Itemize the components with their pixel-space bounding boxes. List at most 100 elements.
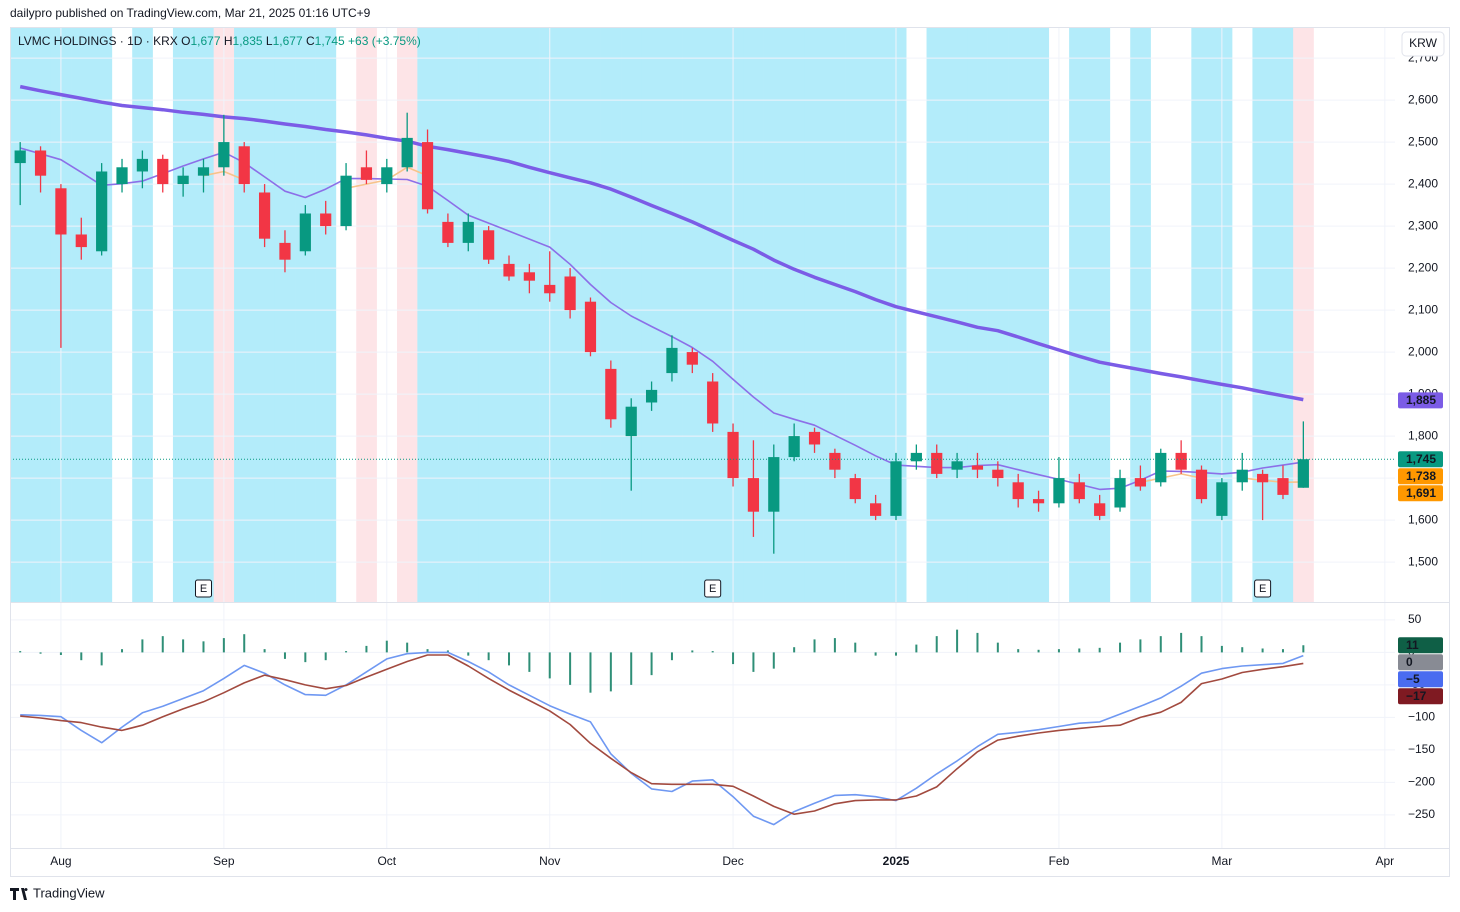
legend-key: H — [224, 34, 233, 48]
y-tick-label: 2,400 — [1408, 176, 1438, 190]
legend-key: C — [306, 34, 315, 48]
histogram-bar — [80, 652, 83, 661]
y-tick-label: 2,200 — [1408, 260, 1438, 274]
x-tick-label: Oct — [377, 854, 396, 868]
histogram-bar — [1057, 649, 1060, 653]
candle-body — [645, 389, 658, 403]
candle-body — [1094, 503, 1106, 516]
price-badge-label: 1,745 — [1406, 452, 1436, 466]
y-tick-label: −100 — [1408, 710, 1435, 724]
candle-body — [768, 457, 780, 512]
histogram-bar — [1200, 636, 1203, 653]
moving-average — [19, 84, 1304, 402]
session-band — [234, 27, 255, 602]
legend-key: L — [266, 34, 273, 48]
macd-line — [20, 654, 1304, 815]
histogram-bar — [813, 639, 816, 653]
candle-body — [340, 175, 352, 227]
y-tick-label: −200 — [1408, 775, 1435, 789]
histogram-bar — [1017, 649, 1020, 653]
candle-body — [197, 167, 210, 176]
histogram-bar — [487, 652, 490, 661]
histogram-bar — [182, 639, 185, 653]
histogram-bar — [1037, 649, 1040, 653]
legend-key: O — [181, 34, 190, 48]
session-band — [30, 27, 52, 602]
y-tick-label: 1,800 — [1408, 428, 1438, 442]
session-band — [274, 27, 296, 602]
candle-body — [177, 175, 189, 185]
candle-body — [258, 192, 271, 239]
session-band — [661, 27, 683, 602]
histogram-bar — [1119, 642, 1122, 653]
candle-body — [14, 150, 26, 164]
y-tick-label: 50 — [1408, 612, 1422, 626]
session-band — [967, 27, 988, 602]
x-tick-label: Dec — [722, 854, 743, 868]
histogram-bar — [222, 638, 225, 653]
macd-line — [20, 651, 1304, 826]
histogram-bar — [508, 652, 511, 666]
price-badge-label: 1,691 — [1406, 486, 1436, 500]
histogram-bar — [467, 652, 470, 656]
currency-button-frame[interactable] — [1401, 31, 1445, 57]
x-tick-label: 2025 — [883, 854, 910, 868]
candle-body — [1297, 459, 1309, 488]
session-band — [132, 27, 153, 602]
histogram-bar — [243, 634, 246, 653]
candle-body — [910, 452, 922, 462]
earnings-marker — [1254, 579, 1272, 598]
histogram-bar — [691, 650, 694, 653]
histogram-bar — [1159, 636, 1162, 653]
candle-body — [1195, 469, 1208, 500]
candle-body — [686, 352, 698, 365]
candle-body — [564, 276, 576, 311]
histogram-bar — [630, 652, 633, 685]
earnings-marker — [194, 579, 212, 598]
candle-body — [401, 137, 413, 168]
histogram-bar — [589, 652, 592, 693]
histogram-bar — [1098, 647, 1101, 653]
y-tick-label: 2,300 — [1408, 218, 1438, 232]
candle-body — [1134, 478, 1147, 487]
candle-body — [605, 368, 617, 420]
candle-body — [625, 406, 637, 437]
histogram-bar — [854, 642, 857, 653]
earnings-label: E — [200, 583, 207, 595]
candle-body — [666, 347, 678, 374]
symbol: LVMC HOLDINGS · 1D · KRX — [18, 34, 178, 48]
price-badge-label: 1,885 — [1406, 393, 1436, 407]
histogram-bar — [1302, 645, 1305, 653]
price-badge — [1398, 485, 1443, 502]
candle-body — [707, 381, 719, 424]
histogram-bar — [956, 629, 959, 653]
histogram-bar — [121, 649, 124, 653]
earnings-marker — [704, 579, 722, 598]
candle-body — [747, 478, 760, 512]
y-tick-label: −150 — [1408, 742, 1435, 756]
histogram-bar — [304, 652, 307, 663]
price-badge — [1398, 468, 1443, 485]
session-band — [743, 27, 764, 602]
published-note: dailypro published on TradingView.com, M… — [10, 6, 371, 20]
price-badge-label: 0 — [1406, 655, 1413, 669]
histogram-bar — [609, 652, 612, 692]
session-band — [91, 27, 113, 602]
histogram-bar — [345, 651, 348, 653]
candle-body — [1155, 452, 1167, 483]
candle-body — [238, 146, 250, 185]
x-tick-label: Aug — [50, 854, 71, 868]
y-tick-label: 2,000 — [1408, 344, 1438, 358]
session-band — [295, 27, 316, 602]
price-badge — [1398, 637, 1443, 654]
candle-body — [727, 431, 739, 479]
session-band — [1252, 27, 1274, 602]
session-band — [498, 27, 520, 602]
session-band — [519, 27, 540, 602]
currency-button-label[interactable]: KRW — [1409, 36, 1437, 50]
candle-body — [808, 431, 821, 445]
legend-value: 1,677 — [273, 34, 303, 48]
price-badge — [1398, 451, 1443, 468]
currency-button[interactable]: KRW — [1401, 31, 1445, 57]
